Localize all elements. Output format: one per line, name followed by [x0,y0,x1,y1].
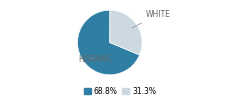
Text: HISPANIC: HISPANIC [78,55,114,64]
Legend: 68.8%, 31.3%: 68.8%, 31.3% [81,83,159,99]
Wedge shape [78,10,140,75]
Wedge shape [110,10,142,55]
Text: WHITE: WHITE [132,10,170,28]
